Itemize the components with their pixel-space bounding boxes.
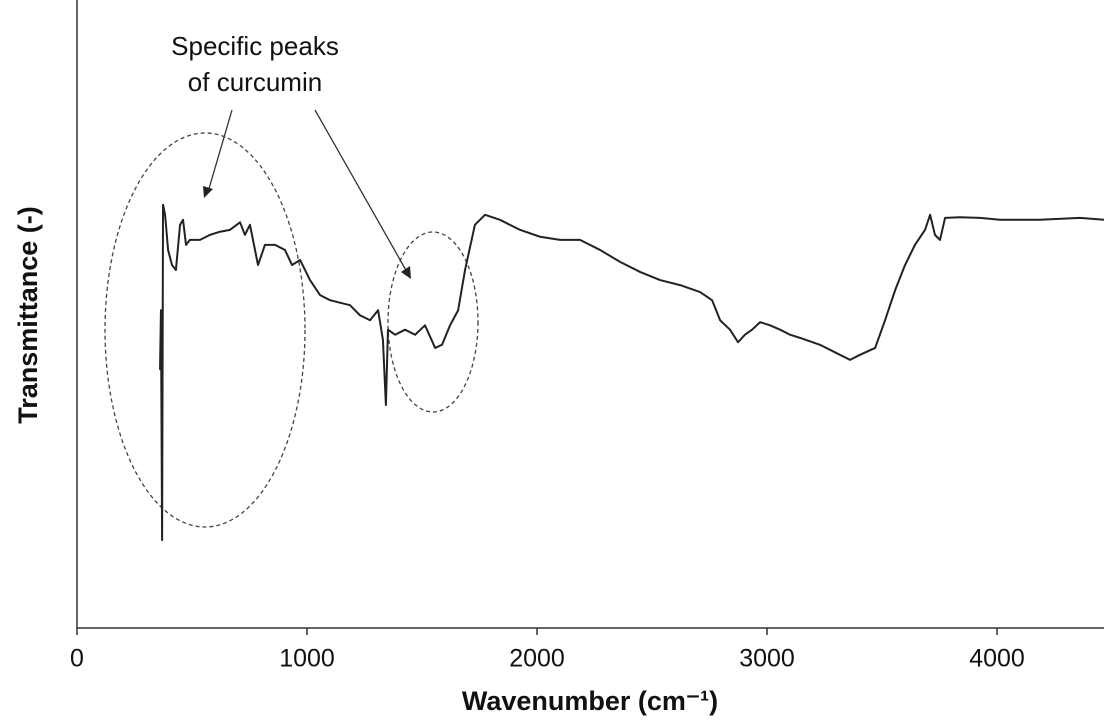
x-tick-label: 3000 <box>739 645 795 673</box>
arrowhead <box>203 186 213 198</box>
highlight-ellipse <box>387 231 479 413</box>
arrowhead <box>401 266 411 279</box>
annotation: Specific peaks <box>171 31 339 61</box>
arrow <box>207 109 233 193</box>
x-tick-label: 1000 <box>279 645 335 673</box>
highlight-ellipse <box>104 132 306 528</box>
annotation: of curcumin <box>188 67 322 97</box>
y-axis-title: Transmittance (-) <box>13 206 43 424</box>
x-tick-label: 2000 <box>509 645 565 673</box>
x-tick-label: 4000 <box>969 645 1025 673</box>
x-axis-title: Wavenumber (cm⁻¹) <box>462 686 718 716</box>
arrow <box>314 109 408 273</box>
spectrum-line <box>159 203 1105 542</box>
x-tick-label: 0 <box>70 645 84 673</box>
